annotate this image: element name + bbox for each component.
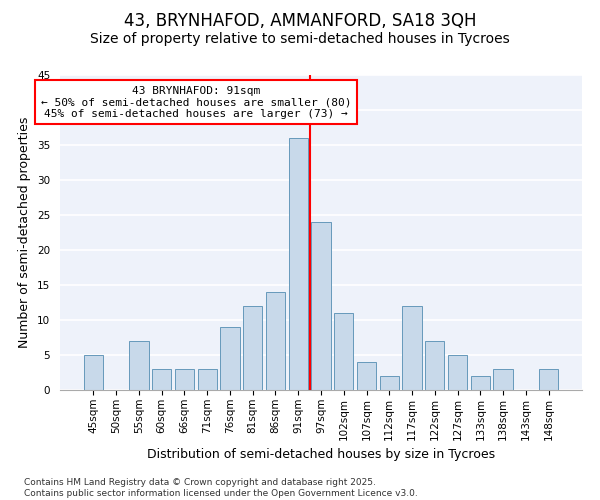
- Bar: [380, 376, 399, 390]
- Text: 43 BRYNHAFOD: 91sqm
← 50% of semi-detached houses are smaller (80)
45% of semi-d: 43 BRYNHAFOD: 91sqm ← 50% of semi-detach…: [41, 86, 351, 118]
- Text: Size of property relative to semi-detached houses in Tycroes: Size of property relative to semi-detach…: [90, 32, 510, 46]
- Bar: [243, 306, 262, 390]
- Y-axis label: Number of semi-detached properties: Number of semi-detached properties: [19, 117, 31, 348]
- Bar: [539, 369, 558, 390]
- Bar: [220, 327, 239, 390]
- Bar: [84, 355, 103, 390]
- Bar: [403, 306, 422, 390]
- Bar: [197, 369, 217, 390]
- Text: Contains HM Land Registry data © Crown copyright and database right 2025.
Contai: Contains HM Land Registry data © Crown c…: [24, 478, 418, 498]
- Bar: [357, 362, 376, 390]
- Bar: [334, 313, 353, 390]
- Bar: [311, 222, 331, 390]
- Bar: [289, 138, 308, 390]
- Bar: [175, 369, 194, 390]
- Bar: [493, 369, 513, 390]
- Bar: [425, 341, 445, 390]
- Bar: [152, 369, 172, 390]
- Bar: [470, 376, 490, 390]
- Bar: [266, 292, 285, 390]
- Bar: [129, 341, 149, 390]
- X-axis label: Distribution of semi-detached houses by size in Tycroes: Distribution of semi-detached houses by …: [147, 448, 495, 461]
- Bar: [448, 355, 467, 390]
- Text: 43, BRYNHAFOD, AMMANFORD, SA18 3QH: 43, BRYNHAFOD, AMMANFORD, SA18 3QH: [124, 12, 476, 30]
